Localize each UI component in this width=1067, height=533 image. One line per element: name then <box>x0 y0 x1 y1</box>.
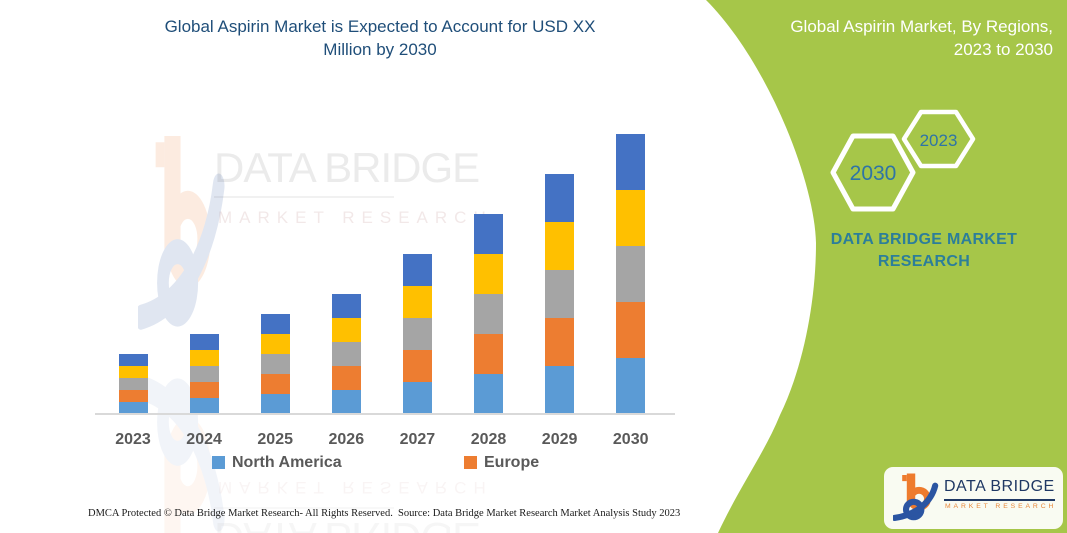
legend-swatch-icon <box>212 456 225 469</box>
x-axis-label-2026: 2026 <box>328 431 365 448</box>
x-axis-line <box>95 413 675 415</box>
bar-segment-2025 <box>260 374 290 394</box>
data-bridge-logo-icon <box>893 472 939 524</box>
x-axis-label-2029: 2029 <box>541 431 578 448</box>
bar-segment-2024 <box>189 366 219 382</box>
logo-card: DATA BRIDGE MARKET RESEARCH <box>884 467 1063 529</box>
x-axis-label-2023: 2023 <box>115 431 151 448</box>
bar-segment-2029 <box>545 366 575 414</box>
bar-segment-2026 <box>331 390 361 414</box>
bar-segment-2027 <box>402 254 432 286</box>
x-axis-label-2025: 2025 <box>257 431 293 448</box>
bar-segment-2030 <box>616 358 646 414</box>
legend-swatch-icon <box>464 456 477 469</box>
bar-segment-2028 <box>474 334 503 374</box>
bar-segment-2026 <box>331 366 361 390</box>
bar-segment-2023 <box>118 366 148 378</box>
bar-segment-2029 <box>545 318 575 366</box>
brand-wordmark: DATA BRIDGE MARKET RESEARCH <box>818 229 1030 273</box>
bar-segment-2030 <box>616 134 646 190</box>
bar-segment-2026 <box>331 294 361 318</box>
bar-segment-2027 <box>402 350 432 382</box>
x-axis-label-2028: 2028 <box>470 431 507 448</box>
bar-segment-2028 <box>474 374 503 414</box>
bar-segment-2028 <box>474 294 503 334</box>
bar-segment-2024 <box>189 334 219 350</box>
bar-segment-2025 <box>260 314 290 334</box>
page-title: Global Aspirin Market is Expected to Acc… <box>100 15 660 61</box>
bar-segment-2030 <box>616 246 646 302</box>
bar-segment-2027 <box>402 318 432 350</box>
side-panel-heading-line2: 2023 to 2030 <box>953 40 1053 59</box>
brand-wordmark-line1: DATA BRIDGE MARKET <box>830 231 1018 248</box>
side-panel-heading: Global Aspirin Market, By Regions, 2023 … <box>743 15 1053 61</box>
bar-segment-2025 <box>260 334 290 354</box>
x-axis-label-2027: 2027 <box>399 431 436 448</box>
x-axis-label-2024: 2024 <box>186 431 222 448</box>
footer-source-text: Source: Data Bridge Market Research Mark… <box>398 508 681 519</box>
bar-segment-2029 <box>545 222 575 270</box>
page-title-line1: Global Aspirin Market is Expected to Acc… <box>164 17 596 36</box>
footer-dmca-text: DMCA Protected © Data Bridge Market Rese… <box>88 508 393 519</box>
bar-segment-2024 <box>189 382 219 398</box>
bar-segment-2029 <box>545 270 575 318</box>
page-title-line2: Million by 2030 <box>323 40 437 59</box>
bar-segment-2026 <box>331 318 361 342</box>
bar-segment-2028 <box>474 214 503 254</box>
bar-segment-2024 <box>189 350 219 366</box>
bar-segment-2029 <box>545 174 575 222</box>
logo-card-subtext: MARKET RESEARCH <box>945 503 1057 510</box>
bar-segment-2027 <box>402 382 432 414</box>
bar-segment-2024 <box>189 398 219 414</box>
bar-segment-2025 <box>260 394 290 414</box>
bar-segment-2023 <box>118 354 148 366</box>
bar-segment-2025 <box>260 354 290 374</box>
logo-card-name: DATA BRIDGE <box>944 478 1055 501</box>
bar-segment-2023 <box>118 402 148 414</box>
hexagon-2023-label: 2023 <box>920 131 958 150</box>
chart-legend: North America Europe <box>212 454 540 471</box>
brand-wordmark-line2: RESEARCH <box>877 253 971 270</box>
legend-label: Europe <box>484 454 540 471</box>
bar-segment-2023 <box>118 378 148 390</box>
bar-segment-2030 <box>616 302 646 358</box>
hexagon-years-graphic: 2030 2023 <box>830 109 976 212</box>
hexagon-2023-icon <box>901 109 976 169</box>
bar-segment-2023 <box>118 390 148 402</box>
hexagon-2030-label: 2030 <box>850 162 897 185</box>
bar-segment-2026 <box>331 342 361 366</box>
stacked-bar-chart: 2023 2024 2025 2026 2027 2028 2029 2030 <box>115 134 649 448</box>
legend-label: North America <box>232 454 342 471</box>
x-axis-label-2030: 2030 <box>612 431 649 448</box>
bar-segment-2030 <box>616 190 646 246</box>
bar-segment-2027 <box>402 286 432 318</box>
side-panel-heading-line1: Global Aspirin Market, By Regions, <box>790 17 1053 36</box>
hexagon-2030-icon <box>830 133 916 212</box>
bar-segment-2028 <box>474 254 503 294</box>
